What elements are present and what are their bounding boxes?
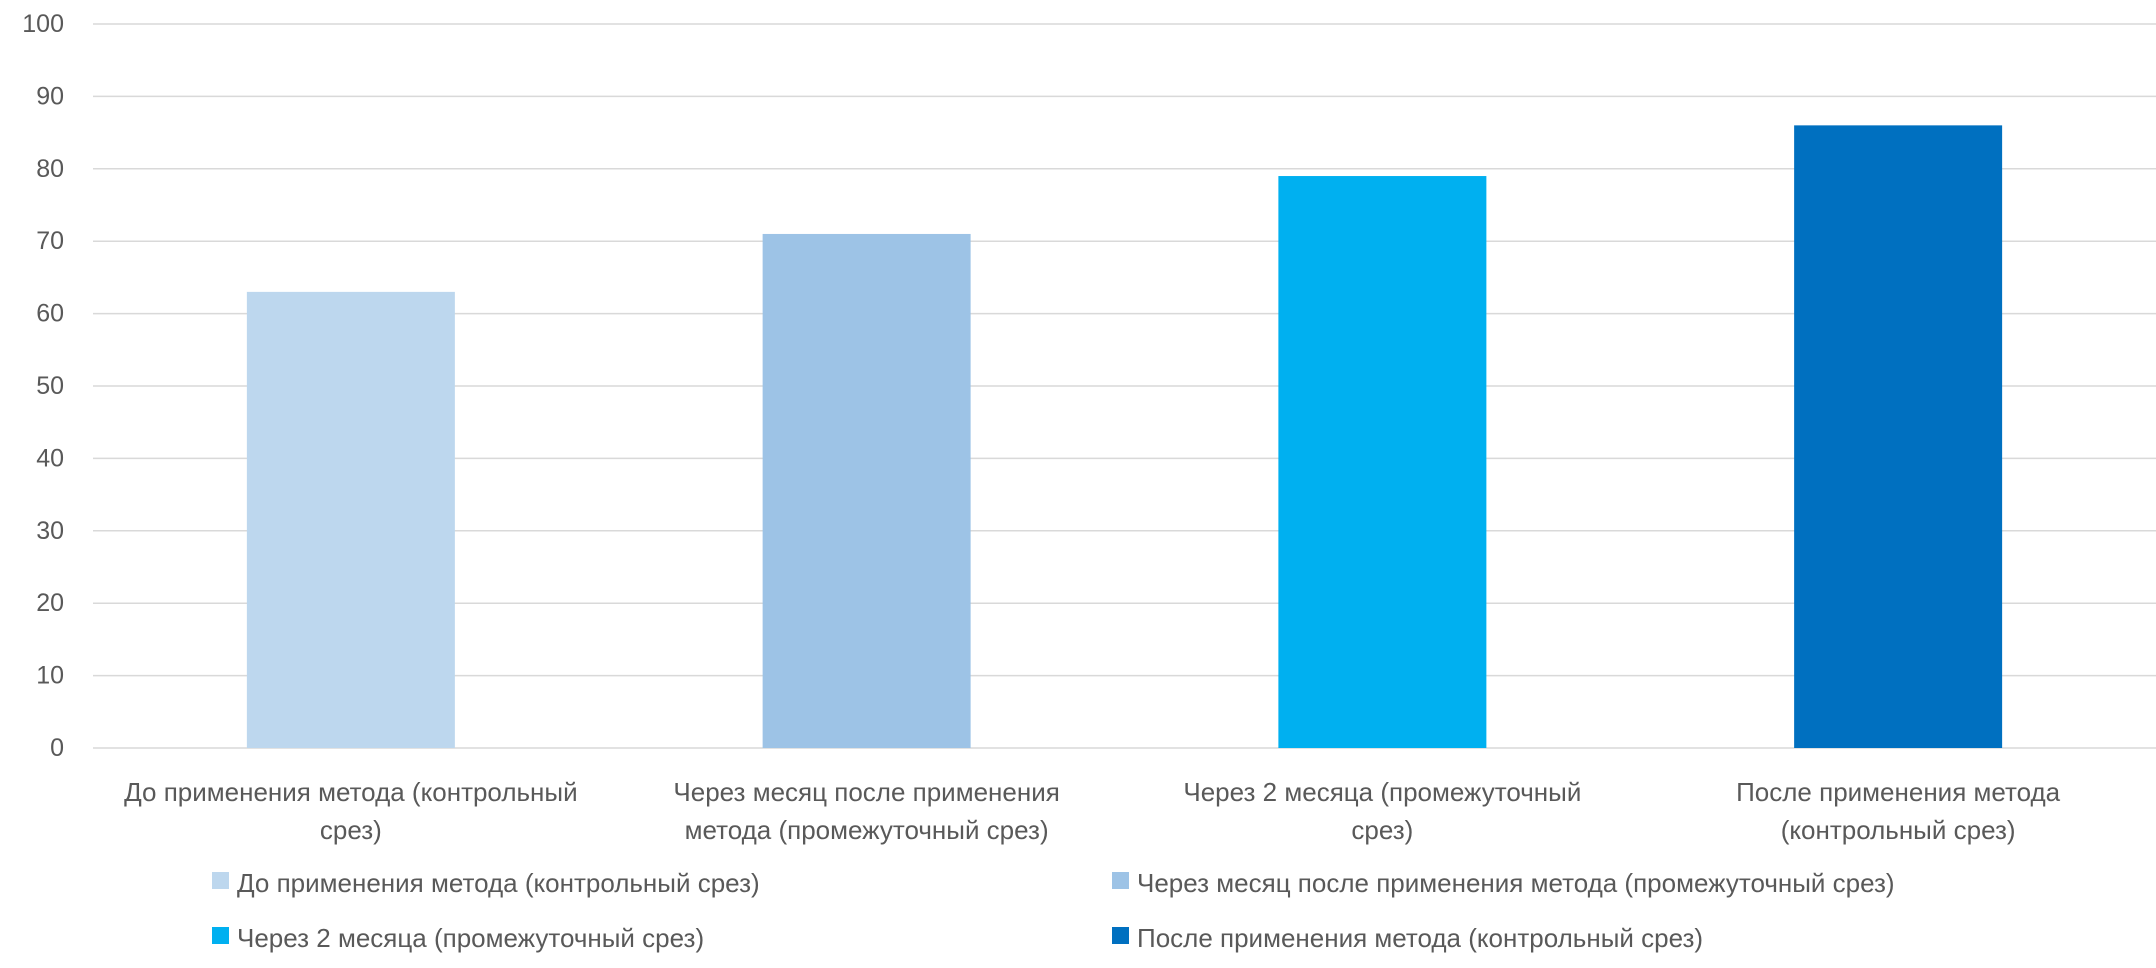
bar: [762, 233, 971, 748]
legend-entry: Через месяц после применения метода (про…: [1137, 868, 1895, 898]
x-tick-label: метода (промежуточный срез): [685, 815, 1049, 845]
y-tick-label: 30: [36, 517, 64, 545]
y-tick-label: 40: [36, 444, 64, 472]
legend-entry: Через 2 месяца (промежуточный срез): [237, 923, 704, 953]
x-tick-label: После применения метода: [1736, 777, 2061, 807]
y-tick-label: 10: [36, 662, 64, 690]
y-tick-label: 20: [36, 589, 64, 617]
y-tick-label: 60: [36, 300, 64, 328]
x-tick-label: Через месяц после применения: [673, 777, 1059, 807]
bar: [1278, 176, 1487, 749]
y-tick-label: 70: [36, 227, 64, 255]
y-tick-label: 80: [36, 155, 64, 183]
y-tick-label: 0: [50, 734, 64, 762]
legend-entry: До применения метода (контрольный срез): [237, 868, 760, 898]
legend-swatch: [1112, 927, 1129, 944]
bar: [246, 291, 455, 748]
y-tick-label: 100: [22, 10, 64, 38]
bar: [1794, 125, 2003, 749]
bars: [246, 125, 2003, 749]
legend-swatch: [212, 872, 229, 889]
x-tick-label: Через 2 месяца (промежуточный: [1183, 777, 1581, 807]
legend-swatch: [1112, 872, 1129, 889]
x-tick-label: срез): [320, 815, 382, 845]
x-tick-label: (контрольный срез): [1781, 815, 2016, 845]
legend: До применения метода (контрольный срез) Ч…: [212, 868, 1895, 953]
x-tick-label: срез): [1351, 815, 1413, 845]
x-axis-category-labels: До применения метода (контрольный срез) Че…: [124, 777, 2061, 845]
legend-entry: После применения метода (контрольный сре…: [1137, 923, 1703, 953]
y-tick-label: 50: [36, 372, 64, 400]
y-tick-label: 90: [36, 82, 64, 110]
x-tick-label: До применения метода (контрольный: [124, 777, 578, 807]
legend-swatch: [212, 927, 229, 944]
y-axis-tick-labels: 0 10 20 30 40 50 60 70 80 90 100: [22, 10, 64, 762]
